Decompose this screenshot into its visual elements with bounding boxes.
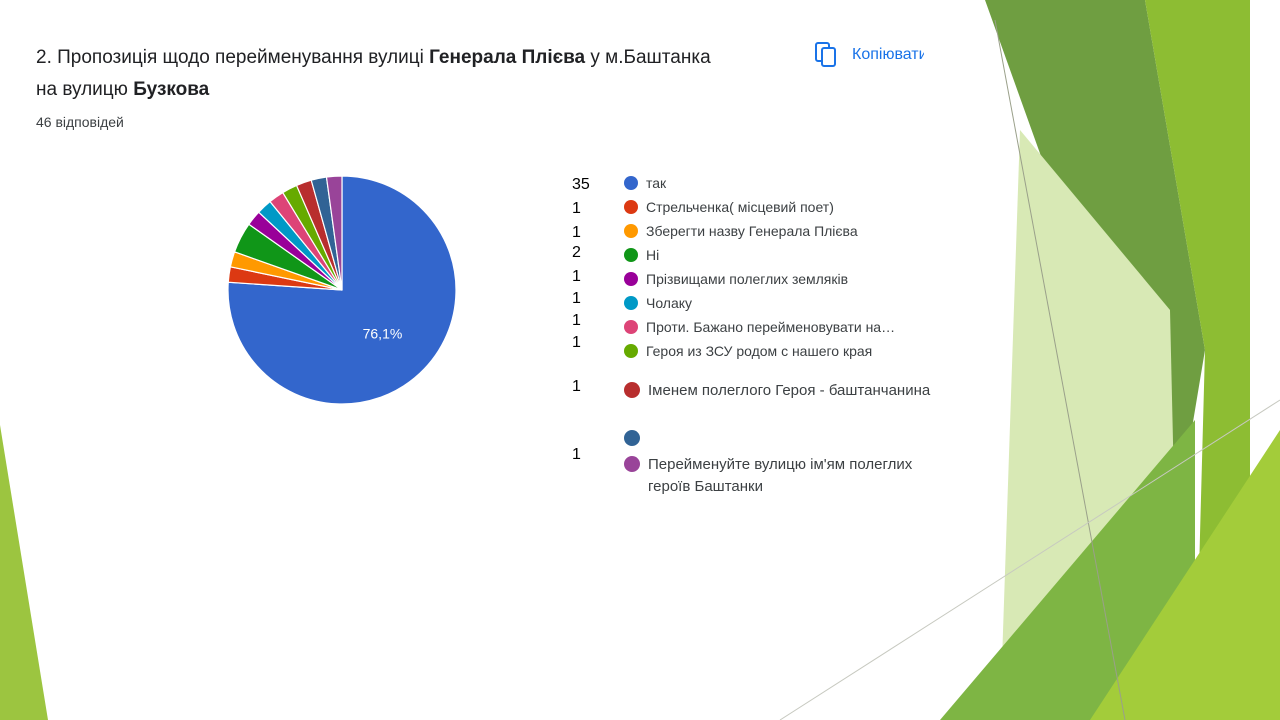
count-value: 1: [572, 334, 581, 351]
legend-label: Зберегти назву Генерала Плієва: [646, 223, 858, 239]
legend-label: Проти. Бажано перейменовувати на…: [646, 319, 896, 335]
decor-thin-line-2: [779, 399, 1280, 720]
legend-swatch: [624, 382, 640, 398]
legend-label: так: [646, 175, 667, 191]
legend-label: Прізвищами полеглих земляків: [646, 271, 849, 287]
legend-swatch: [624, 430, 640, 446]
title-line2: на вулицю: [36, 79, 134, 100]
legend-item: Проти. Бажано перейменовувати на…: [624, 318, 895, 336]
legend-label: Іменем полеглого Героя - баштанчанина: [648, 382, 931, 399]
legend-item: Чолаку: [624, 294, 692, 312]
copy-icon: [815, 42, 836, 67]
legend-item: Іменем полеглого Героя - баштанчанина: [624, 380, 948, 402]
legend-swatch: [624, 248, 638, 262]
count-value: 1: [572, 312, 581, 329]
legend-label: Чолаку: [646, 295, 693, 311]
count-value: 1: [572, 378, 581, 395]
pie-percent-label: 76,1%: [363, 325, 403, 341]
legend-item: Стрельченка( місцевий поет): [624, 198, 834, 216]
decor-green-lime-bottom: [1090, 430, 1280, 720]
legend-swatch: [624, 200, 638, 214]
responses-count: 46 відповідей: [36, 114, 124, 130]
count-value: 1: [572, 268, 581, 285]
pie-slice-0: [227, 175, 457, 405]
count-value: 1: [572, 224, 581, 241]
legend-label: Стрельченка( місцевий поет): [646, 199, 834, 215]
legend-label: Героя из ЗСУ родом с нашего края: [646, 343, 873, 359]
question-title: 2. Пропозиція щодо перейменування вулиці…: [36, 42, 796, 106]
title-street: Генерала Плієва: [429, 47, 586, 68]
legend-item: Перейменуйте вулицю ім'ям полеглих герої…: [624, 454, 948, 498]
chart-legend: так Стрельченка( місцевий поет) Зберегти н…: [624, 0, 944, 720]
copy-label: Копіювати: [852, 46, 924, 63]
legend-item: Зберегти назву Генерала Плієва: [624, 222, 858, 240]
title-prefix: 2. Пропозиція щодо перейменування вулиці: [36, 47, 430, 68]
legend-swatch: [624, 296, 638, 310]
count-column: 35 1 1 2 1 1 1 1 1 1: [572, 0, 602, 720]
legend-swatch: [624, 224, 638, 238]
count-value: 35: [572, 176, 590, 193]
decor-green-left: [0, 425, 48, 720]
copy-button[interactable]: Копіювати: [814, 40, 924, 70]
legend-item: [624, 428, 948, 446]
legend-item: так: [624, 174, 666, 192]
legend-item: Прізвищами полеглих земляків: [624, 270, 848, 288]
count-value: 1: [572, 200, 581, 217]
legend-item: Ні: [624, 246, 659, 264]
pie-chart: 76,1%: [227, 175, 457, 405]
legend-swatch: [624, 272, 638, 286]
title-middle: у м.Баштанка: [585, 47, 711, 68]
legend-swatch: [624, 176, 638, 190]
title-new-name: Бузкова: [133, 79, 210, 100]
legend-item: Героя из ЗСУ родом с нашего края: [624, 342, 872, 360]
legend-label: Перейменуйте вулицю ім'ям полеглих герої…: [648, 456, 913, 495]
count-value: 1: [572, 290, 581, 307]
pie-slice-10: [325, 175, 343, 291]
count-value: 2: [572, 244, 581, 261]
legend-label: Ні: [646, 247, 660, 263]
count-value: 1: [572, 446, 581, 463]
decor-thin-line: [994, 19, 1126, 720]
legend-swatch: [624, 344, 638, 358]
legend-swatch: [624, 320, 638, 334]
legend-swatch: [624, 456, 640, 472]
